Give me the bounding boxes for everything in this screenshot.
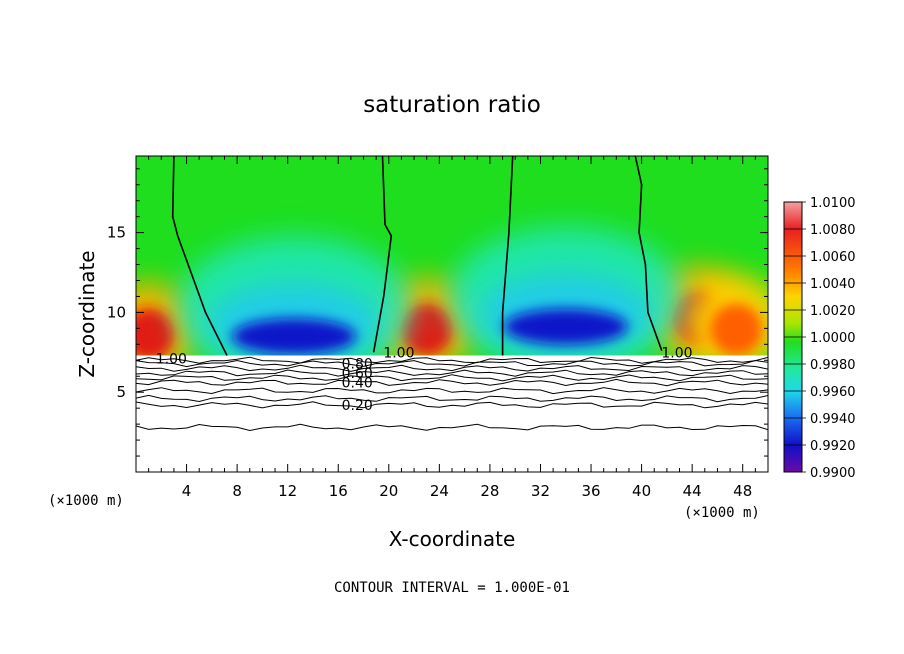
y-tick-label-0: 5 (116, 383, 126, 401)
x-unit-label-right: (×1000 m) (684, 505, 760, 521)
cold-spot-1 (447, 226, 684, 371)
contour-line-7 (136, 394, 768, 403)
contour-line-5 (136, 378, 768, 387)
x-tick-label-6: 28 (480, 482, 499, 500)
x-tick-label-4: 20 (379, 482, 398, 500)
contour-labels: 1.00 1.00 1.00 0.800.600.40 0.20 (156, 345, 693, 414)
unity-contour-1 (372, 156, 393, 353)
contour-label-4: 0.60 (342, 366, 373, 382)
colorbar-tick-label-7: 0.9960 (810, 385, 856, 400)
unity-contour-2 (501, 156, 514, 356)
colorbar: 1.0100 1.0080 1.0060 1.0040 1.0020 1.0000 0.99… (783, 196, 856, 481)
colorbar-tick-label-0: 1.0100 (810, 196, 856, 211)
colorbar-tick-label-3: 1.0040 (810, 277, 856, 292)
colorbar-tick-label-2: 1.0060 (810, 250, 856, 265)
x-axis: 4 8 12 16 20 24 28 32 36 40 44 48 (148, 156, 756, 500)
x-unit-label-left: (×1000 m) (48, 493, 124, 509)
contour-line-0 (136, 356, 768, 364)
x-tick-label-3: 16 (329, 482, 348, 500)
contour-label-1: 1.00 (383, 345, 414, 361)
colorbar-tick-label-9: 0.9920 (810, 439, 856, 454)
colorbar-tick-label-8: 0.9940 (810, 412, 856, 427)
y-tick-label-1: 10 (107, 303, 126, 321)
colorbar-tick-label-4: 1.0020 (810, 304, 856, 319)
x-tick-label-2: 12 (278, 482, 297, 500)
unity-contour-3 (634, 156, 663, 351)
x-tick-label-10: 44 (683, 482, 702, 500)
contour-label-0: 1.00 (156, 352, 187, 368)
y-axis-label: Z-coordinate (75, 250, 99, 377)
colorbar-tick-label-10: 0.9900 (810, 466, 856, 481)
contour-line-6 (136, 387, 768, 395)
x-tick-label-9: 40 (632, 482, 651, 500)
colorbar-ticks: 1.0100 1.0080 1.0060 1.0040 1.0020 1.0000 0.99… (784, 196, 856, 481)
x-tick-label-1: 8 (232, 482, 242, 500)
contour-line-3 (136, 369, 768, 377)
colorbar-tick-label-6: 0.9980 (810, 358, 856, 373)
y-axis: 5 10 15 (107, 168, 768, 457)
plot-area: 1.00 1.00 1.00 0.800.600.40 0.20 (136, 156, 768, 472)
contour-label-2: 1.00 (661, 345, 692, 361)
contour-label-3: 0.80 (342, 356, 373, 372)
colorbar-tick-label-1: 1.0080 (810, 223, 856, 238)
x-tick-label-8: 36 (581, 482, 600, 500)
x-tick-label-7: 32 (531, 482, 550, 500)
contour-interval-note: CONTOUR INTERVAL = 1.000E-01 (334, 580, 570, 596)
contour-line-4 (136, 374, 768, 382)
y-tick-label-2: 15 (107, 224, 126, 242)
contour-line-1 (136, 359, 768, 368)
colorbar-tick-label-5: 1.0000 (810, 331, 856, 346)
subcloud-contour-lines (136, 356, 768, 432)
cold-spot-0 (176, 236, 412, 381)
x-tick-label-0: 4 (182, 482, 192, 500)
unity-contour-lines (171, 156, 663, 356)
x-tick-label-5: 24 (430, 482, 449, 500)
hot-spot-3 (684, 277, 768, 370)
x-tick-label-11: 48 (733, 482, 752, 500)
contour-label-6: 0.20 (342, 398, 373, 414)
contour-line-2 (136, 364, 768, 372)
contour-label-5: 0.40 (342, 376, 373, 392)
chart-title: saturation ratio (363, 92, 541, 118)
contour-line-9 (136, 423, 768, 432)
unity-contour-0 (171, 156, 228, 356)
contour-line-8 (136, 401, 768, 409)
x-axis-label: X-coordinate (389, 527, 516, 551)
